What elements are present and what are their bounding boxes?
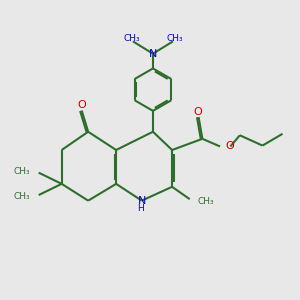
- Text: CH₃: CH₃: [13, 167, 30, 176]
- Text: CH₃: CH₃: [198, 197, 214, 206]
- Text: CH₃: CH₃: [123, 34, 140, 43]
- Text: O: O: [77, 100, 86, 110]
- Text: N: N: [149, 49, 157, 59]
- Text: H: H: [137, 204, 144, 213]
- Text: N: N: [138, 196, 146, 206]
- Text: CH₃: CH₃: [166, 34, 183, 43]
- Text: O: O: [194, 107, 202, 117]
- Text: CH₃: CH₃: [13, 192, 30, 201]
- Text: O: O: [225, 142, 234, 152]
